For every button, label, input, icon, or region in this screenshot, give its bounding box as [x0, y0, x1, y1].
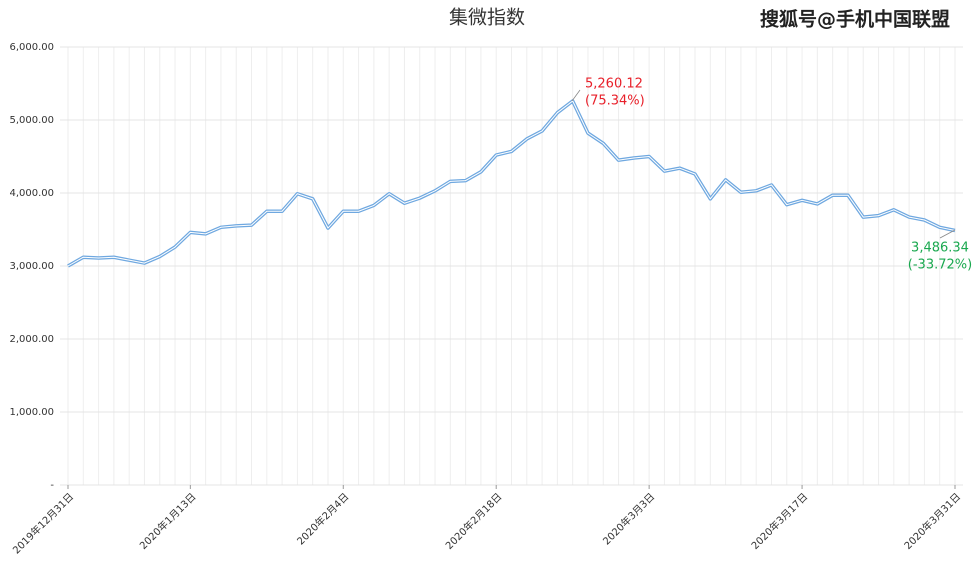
- y-tick-label: 3,000.00: [9, 261, 54, 272]
- y-tick-label: -: [50, 480, 54, 491]
- annotation-label: (75.34%): [585, 94, 645, 109]
- x-tick-label: 2020年2月18日: [443, 490, 505, 552]
- x-tick-label: 2020年3月3日: [600, 490, 657, 547]
- annotation-label: 5,260.12: [585, 77, 643, 92]
- annotation-label: 3,486.34: [911, 241, 969, 256]
- y-tick-label: 5,000.00: [9, 115, 54, 126]
- annotation-label: (-33.72%): [908, 258, 972, 273]
- x-tick-label: 2019年12月31日: [10, 490, 76, 556]
- x-tick-label: 2020年3月17日: [748, 490, 810, 552]
- y-tick-label: 2,000.00: [9, 334, 54, 345]
- annotation-leader: [571, 89, 581, 102]
- chart-title: 集微指数: [449, 7, 525, 29]
- x-tick-label: 2020年3月31日: [901, 490, 963, 552]
- annotation-leader: [939, 229, 956, 239]
- x-tick-label: 2020年2月4日: [294, 490, 351, 547]
- y-tick-label: 4,000.00: [9, 188, 54, 199]
- source-label: 搜狐号@手机中国联盟: [760, 8, 950, 31]
- line: [67, 100, 956, 267]
- y-tick-label: 6,000.00: [9, 42, 54, 53]
- y-tick-label: 1,000.00: [9, 407, 54, 418]
- x-tick-label: 2020年1月13日: [137, 490, 199, 552]
